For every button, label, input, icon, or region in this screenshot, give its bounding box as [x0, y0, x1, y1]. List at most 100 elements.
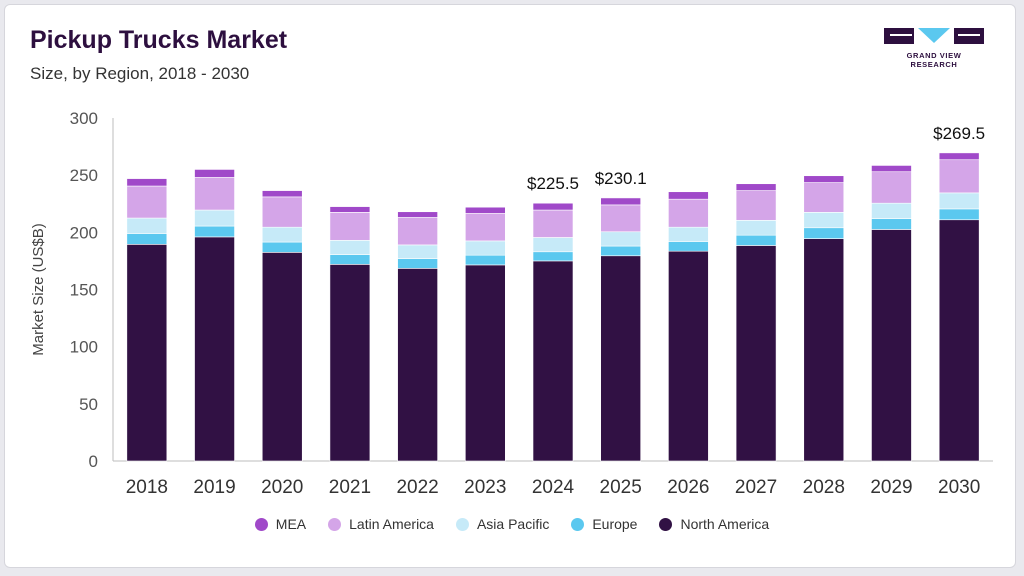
bar-mea-2026 — [668, 191, 709, 200]
bar-europe-2027 — [735, 234, 777, 246]
bar-north-america-2020 — [261, 252, 303, 462]
bar-mea-2030 — [938, 152, 980, 161]
bar-asia-pacific-2025 — [600, 231, 641, 247]
bar-latin-america-2020 — [261, 196, 303, 228]
bar-north-america-2027 — [735, 245, 777, 462]
legend-label: Asia Pacific — [476, 516, 550, 532]
chart-card — [4, 4, 1016, 568]
bar-asia-pacific-2024 — [532, 237, 574, 253]
bar-north-america-2019 — [194, 236, 235, 462]
bar-europe-2025 — [600, 245, 641, 257]
bar-north-america-2029 — [871, 229, 912, 462]
x-tick-label: 2030 — [938, 477, 980, 498]
legend-item-mea: MEA — [254, 516, 306, 532]
bar-north-america-2025 — [600, 255, 641, 462]
y-tick-label: 50 — [79, 395, 98, 414]
y-tick-label: 100 — [70, 338, 98, 357]
bar-mea-2019 — [194, 169, 235, 178]
y-tick-label: 150 — [70, 281, 98, 300]
bar-latin-america-2024 — [532, 209, 574, 238]
data-label-2025: $230.1 — [595, 169, 647, 188]
legend-swatch — [571, 517, 585, 531]
logo-line-right — [958, 34, 980, 36]
bar-latin-america-2025 — [600, 204, 641, 233]
legend-label: North America — [680, 516, 770, 532]
x-tick-label: 2025 — [600, 477, 642, 498]
x-tick-label: 2021 — [329, 477, 371, 498]
y-tick-label: 0 — [89, 452, 98, 471]
bar-north-america-2018 — [126, 244, 168, 462]
logo-text: GRAND VIEW RESEARCH — [906, 51, 962, 69]
bar-mea-2025 — [600, 197, 641, 206]
bar-latin-america-2018 — [126, 185, 168, 219]
bar-europe-2030 — [938, 208, 980, 221]
bar-north-america-2026 — [668, 250, 709, 462]
bar-asia-pacific-2023 — [465, 240, 506, 256]
bar-europe-2020 — [261, 241, 303, 253]
x-tick-label: 2026 — [667, 477, 709, 498]
x-tick-label: 2020 — [261, 477, 303, 498]
bar-asia-pacific-2018 — [126, 217, 168, 234]
bar-europe-2018 — [126, 233, 168, 245]
bar-mea-2024 — [532, 202, 574, 211]
bar-latin-america-2021 — [329, 212, 371, 241]
bar-asia-pacific-2029 — [871, 202, 912, 219]
bar-asia-pacific-2020 — [261, 226, 303, 243]
y-axis-label: Market Size (US$B) — [30, 223, 47, 356]
legend-swatch — [455, 517, 469, 531]
bar-asia-pacific-2022 — [397, 244, 438, 259]
grand-view-research-logo-icon — [884, 28, 984, 44]
bar-mea-2028 — [803, 175, 845, 183]
bar-mea-2027 — [735, 183, 777, 191]
bar-asia-pacific-2019 — [194, 209, 235, 227]
chart-subtitle: Size, by Region, 2018 - 2030 — [30, 64, 250, 83]
bar-latin-america-2026 — [668, 198, 709, 228]
legend-swatch — [254, 517, 268, 531]
y-tick-label: 200 — [70, 223, 98, 242]
bar-asia-pacific-2027 — [735, 220, 777, 236]
chart-title: Pickup Trucks Market — [30, 26, 288, 54]
data-label-2024: $225.5 — [527, 174, 579, 193]
bar-latin-america-2030 — [938, 159, 980, 194]
bar-europe-2022 — [397, 258, 438, 269]
bar-north-america-2023 — [465, 264, 506, 462]
x-tick-label: 2024 — [532, 477, 575, 498]
legend-swatch — [659, 517, 673, 531]
bar-north-america-2021 — [329, 264, 371, 462]
bar-europe-2029 — [871, 218, 912, 230]
bar-north-america-2030 — [938, 219, 980, 462]
bar-asia-pacific-2030 — [938, 192, 980, 210]
bar-north-america-2022 — [397, 268, 438, 462]
bar-mea-2020 — [261, 190, 303, 198]
bar-asia-pacific-2021 — [329, 240, 371, 255]
bar-latin-america-2028 — [803, 182, 845, 213]
bar-latin-america-2019 — [194, 177, 235, 211]
bar-europe-2028 — [803, 227, 845, 239]
legend-item-europe: Europe — [571, 516, 637, 532]
bar-mea-2029 — [871, 165, 912, 173]
legend-item-north-america: North America — [659, 516, 769, 532]
bar-europe-2023 — [465, 254, 506, 266]
x-tick-label: 2019 — [193, 477, 235, 498]
legend-item-asia-pacific: Asia Pacific — [455, 516, 550, 532]
bar-europe-2021 — [329, 254, 371, 265]
bar-north-america-2024 — [532, 260, 574, 462]
bar-latin-america-2022 — [397, 217, 438, 246]
bar-latin-america-2023 — [465, 213, 506, 242]
x-tick-label: 2029 — [870, 477, 912, 498]
bar-europe-2024 — [532, 251, 574, 262]
data-label-2030: $269.5 — [933, 124, 985, 143]
bar-mea-2018 — [126, 178, 168, 187]
logo-line-left — [890, 34, 912, 36]
bar-asia-pacific-2026 — [668, 226, 709, 242]
legend-item-latin-america: Latin America — [328, 516, 434, 532]
bar-asia-pacific-2028 — [803, 212, 845, 229]
bar-north-america-2028 — [803, 238, 845, 462]
bar-latin-america-2027 — [735, 190, 777, 221]
y-tick-label: 300 — [70, 109, 98, 128]
bar-mea-2022 — [397, 211, 438, 218]
bar-europe-2026 — [668, 241, 709, 252]
logo-triangle — [918, 28, 950, 43]
x-tick-label: 2022 — [396, 477, 438, 498]
